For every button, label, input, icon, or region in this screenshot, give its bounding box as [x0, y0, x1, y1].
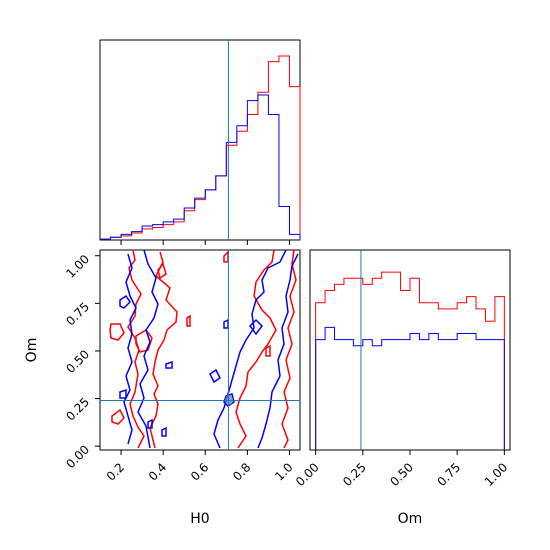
- contour-lines: [109, 249, 299, 449]
- red-contour-left-inner: [149, 251, 178, 449]
- om-histogram: [315, 271, 505, 450]
- hist-series-0: [99, 55, 301, 240]
- blue-contour-island-6: [209, 368, 221, 384]
- red-contour-right-outer: [235, 249, 277, 449]
- contour-ytick-label-0: 0.00: [63, 442, 92, 471]
- contour-y-axis-label: Om: [24, 338, 40, 363]
- blue-contour-left-inner: [137, 249, 159, 449]
- hist-series-1: [315, 326, 505, 450]
- blue-contour-right-outer: [213, 249, 287, 449]
- contour-ytick-label-1: 0.25: [63, 395, 92, 424]
- red-contour-island-1: [109, 323, 125, 341]
- blue-contour-island-9: [249, 318, 263, 336]
- om-xtick-label-0: 0.00: [293, 460, 322, 489]
- red-contour-right-inner: [281, 249, 297, 449]
- contour-xtick-label-1: 0.4: [146, 460, 169, 483]
- om-xtick-label-3: 0.75: [434, 460, 463, 489]
- contour-frame: [99, 249, 301, 451]
- red-contour-island-5: [265, 344, 271, 357]
- blue-contour-island-3: [147, 418, 153, 429]
- blue-contour-island-4: [165, 360, 173, 369]
- contour-ytick-label-4: 1.00: [63, 252, 92, 281]
- om-xtick-label-4: 1.00: [482, 460, 511, 489]
- hist-series-0: [315, 271, 505, 450]
- red-contour-island-7: [223, 250, 229, 263]
- contour-xtick-label-4: 1.0: [272, 460, 295, 483]
- red-contour-island-4: [157, 262, 167, 280]
- om-xtick-label-1: 0.25: [340, 460, 369, 489]
- contour-xtick-label-3: 0.8: [230, 460, 253, 483]
- blue-contour-island-1: [119, 294, 131, 309]
- red-contour-island-3: [111, 408, 125, 425]
- h0-histogram: [99, 55, 301, 240]
- red-contour-island-6: [186, 314, 191, 327]
- contour-ytick-label-2: 0.50: [63, 347, 92, 376]
- blue-contour-island-5: [161, 426, 167, 437]
- om-hist-x-axis-label: Om: [398, 511, 423, 527]
- blue-contour-right-inner: [257, 253, 299, 449]
- hist-series-1: [99, 94, 301, 240]
- blue-contour-island-8: [223, 318, 229, 329]
- blue-contour-left-outer: [123, 253, 137, 445]
- blue-contour-island-2: [119, 388, 127, 399]
- contour-xtick-label-0: 0.2: [104, 460, 127, 483]
- h0-hist-frame: [99, 39, 301, 241]
- om-xtick-label-2: 0.50: [387, 460, 416, 489]
- contour-x-axis-label: H0: [190, 511, 209, 527]
- contour-xtick-label-2: 0.6: [188, 460, 211, 483]
- red-contour-left-outer: [127, 249, 145, 449]
- truth-lines: [100, 40, 362, 450]
- contour-ytick-label-3: 0.75: [63, 300, 92, 329]
